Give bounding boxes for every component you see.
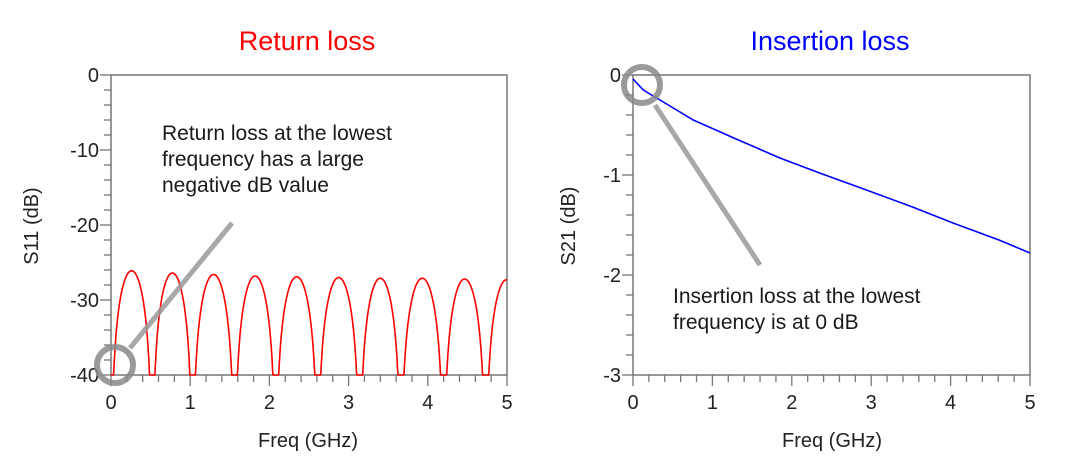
y-tick-label: -1 [603,165,621,187]
y-tick-label: -20 [70,215,99,237]
x-tick-label: 5 [1024,392,1035,414]
annotation-line: frequency has a large [162,148,364,171]
x-tick-label: 1 [185,392,196,414]
annotation-pointer [128,221,234,350]
plot-frame [632,74,1031,376]
y-tick-label: -3 [603,365,621,387]
x-tick-label: 3 [866,392,877,414]
annotation-line: Insertion loss at the lowest [673,285,921,308]
x-tick-label: 2 [786,392,797,414]
y-axis-label: S21 (dB) [558,187,580,266]
y-axis-label: S11 (dB) [21,187,43,264]
annotation-line: frequency is at 0 dB [673,311,859,334]
annotation-text: Return loss at the lowest frequency has … [162,122,398,197]
y-tick-label: -2 [603,265,621,287]
x-tick-label: 1 [707,392,718,414]
x-tick-label: 0 [105,392,116,414]
annotation-line: negative dB value [162,174,329,197]
y-tick-label: -10 [70,140,99,162]
y-tick-label: -40 [70,365,99,387]
x-tick-label: 4 [945,392,956,414]
axis-ticks: 0 1 2 3 4 5 0 -10 -20 -30 -40 [70,65,512,414]
annotation-line: Return loss at the lowest [162,122,392,145]
y-tick-label: 0 [88,65,99,87]
y-tick-label: 0 [610,65,621,87]
x-tick-label: 4 [422,392,433,414]
x-tick-label: 0 [627,392,638,414]
x-tick-label: 3 [343,392,354,414]
annotation-text: Insertion loss at the lowest frequency i… [673,285,926,334]
insertion-loss-chart: Insertion loss S21 (dB) Freq (GHz) 0 1 2 3 4… [558,26,1036,452]
x-axis-label: Freq (GHz) [782,430,882,452]
annotation: Insertion loss at the lowest frequency i… [621,64,926,334]
series-line [111,269,507,376]
annotation-circle [94,344,136,386]
annotation: Return loss at the lowest frequency has … [94,122,398,386]
x-axis-label: Freq (GHz) [258,430,358,452]
x-tick-label: 5 [501,392,512,414]
return-loss-chart: Return loss S11 (dB) Freq (GHz) 0 1 2 3 4 50-… [21,26,513,452]
axis-ticks: 0 1 2 3 4 5 0 -1 -2 -3 [603,65,1035,414]
x-tick-label: 2 [264,392,275,414]
y-tick-label: -30 [70,290,99,312]
plot-frame [110,74,508,376]
chart-title: Insertion loss [750,26,909,56]
series-group [111,269,507,376]
chart-title: Return loss [239,26,376,56]
annotation-pointer [652,103,763,267]
annotation-circle [621,64,663,106]
